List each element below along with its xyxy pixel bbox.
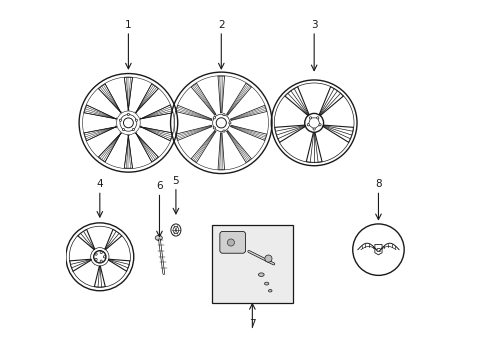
- Bar: [212, 225, 292, 303]
- Circle shape: [228, 122, 230, 124]
- Circle shape: [100, 251, 102, 253]
- Circle shape: [132, 129, 134, 131]
- Text: 5: 5: [172, 176, 179, 186]
- Circle shape: [127, 113, 129, 116]
- Ellipse shape: [171, 224, 181, 236]
- Circle shape: [135, 119, 137, 121]
- Circle shape: [312, 128, 315, 130]
- Circle shape: [309, 117, 311, 119]
- Text: 7: 7: [248, 319, 255, 329]
- Polygon shape: [374, 244, 381, 255]
- Text: 1: 1: [125, 20, 131, 30]
- FancyBboxPatch shape: [220, 231, 245, 253]
- Text: 6: 6: [156, 181, 163, 192]
- Circle shape: [123, 118, 133, 128]
- Circle shape: [103, 256, 105, 258]
- Text: 3: 3: [310, 20, 317, 30]
- Circle shape: [318, 123, 321, 126]
- Circle shape: [306, 123, 309, 126]
- Ellipse shape: [155, 235, 162, 240]
- Circle shape: [95, 258, 97, 261]
- Circle shape: [352, 224, 404, 275]
- Circle shape: [94, 251, 106, 263]
- Text: 2: 2: [218, 20, 224, 30]
- Circle shape: [316, 117, 318, 119]
- Text: 4: 4: [96, 179, 103, 189]
- Circle shape: [122, 129, 124, 131]
- Circle shape: [227, 239, 234, 246]
- Circle shape: [119, 119, 122, 121]
- Circle shape: [223, 130, 224, 132]
- Circle shape: [264, 255, 271, 262]
- Circle shape: [304, 113, 323, 132]
- Circle shape: [216, 118, 226, 128]
- Circle shape: [95, 253, 97, 255]
- Ellipse shape: [258, 273, 264, 276]
- Ellipse shape: [268, 289, 271, 292]
- Text: 8: 8: [374, 179, 381, 189]
- Circle shape: [213, 117, 215, 119]
- Circle shape: [100, 260, 102, 262]
- Text: G: G: [375, 248, 380, 253]
- Circle shape: [223, 113, 224, 116]
- Circle shape: [213, 127, 215, 129]
- Ellipse shape: [264, 282, 268, 285]
